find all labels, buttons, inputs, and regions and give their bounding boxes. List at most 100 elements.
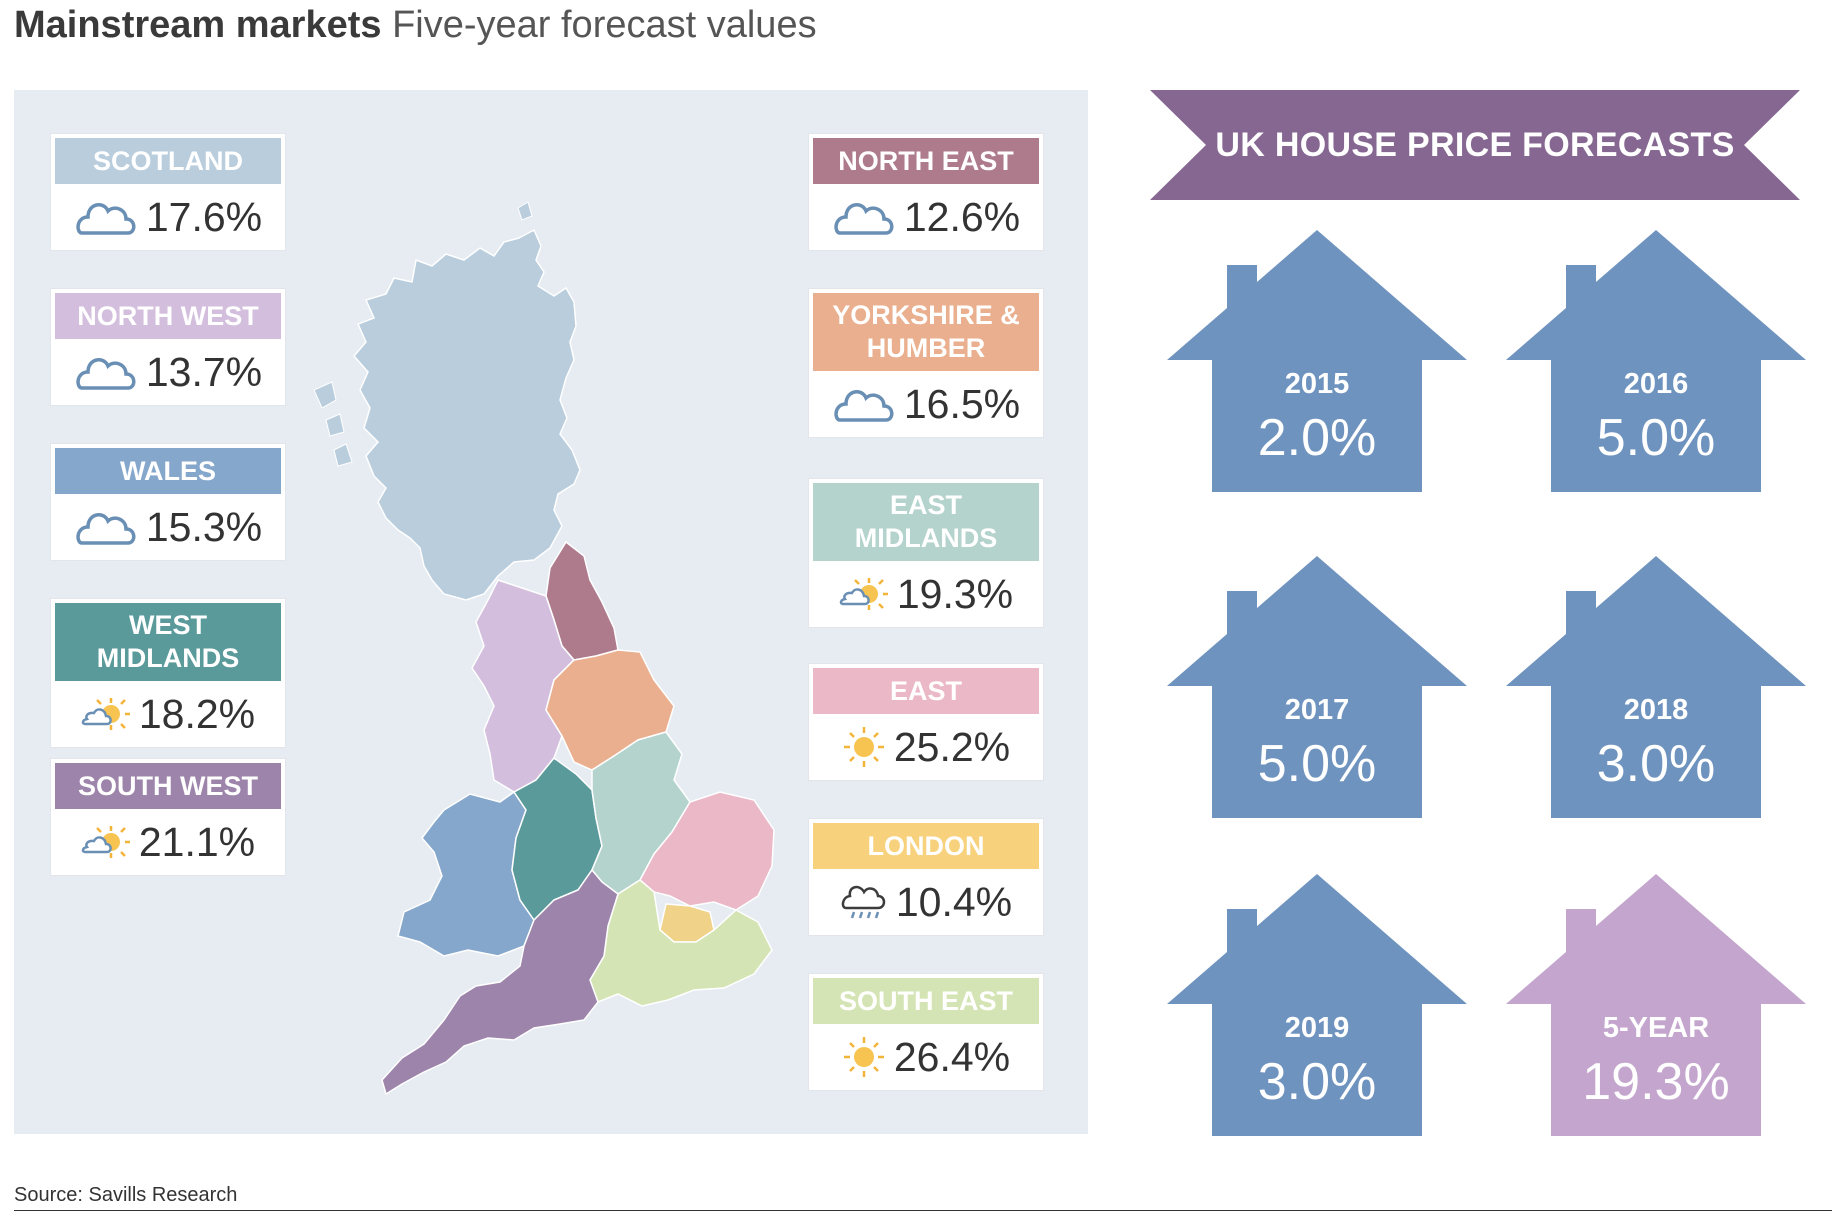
cloud-icon xyxy=(76,203,136,235)
sun-cloud-icon xyxy=(81,698,130,730)
page-title: Mainstream markets Five-year forecast va… xyxy=(14,4,817,47)
region-value: 16.5% xyxy=(903,380,1021,427)
region-name: EAST xyxy=(889,675,962,706)
house-year: 5-YEAR xyxy=(1602,1012,1710,1044)
uk-map xyxy=(313,201,775,1096)
region-value: 17.6% xyxy=(145,193,263,240)
region-value-row: 18.2% xyxy=(51,681,285,747)
bottom-rule xyxy=(14,1210,1832,1211)
region-card-header: EAST MIDLANDS xyxy=(813,483,1039,561)
forecast-house-5-year: 5-YEAR 19.3% xyxy=(1506,874,1806,1136)
sun-icon xyxy=(843,1037,884,1077)
region-card-header: EAST xyxy=(813,668,1039,714)
map-region-south-west xyxy=(381,868,619,1096)
region-value-row: 15.3% xyxy=(51,494,285,560)
region-value: 15.3% xyxy=(145,503,263,550)
forecast-banner xyxy=(1150,90,1800,200)
region-value-row: 10.4% xyxy=(809,869,1043,935)
region-card-wales: WALES 15.3% xyxy=(51,444,285,560)
sun-cloud-icon xyxy=(839,578,888,610)
cloud-icon xyxy=(76,513,136,545)
forecast-house-2017: 2017 5.0% xyxy=(1167,556,1467,818)
house-shape xyxy=(1506,556,1806,818)
house-year: 2018 xyxy=(1623,694,1689,726)
region-name: LONDON xyxy=(867,830,985,861)
region-value-row: 25.2% xyxy=(809,714,1043,780)
region-name: YORKSHIRE & HUMBER xyxy=(832,300,1020,363)
region-name: SCOTLAND xyxy=(93,145,243,176)
region-card-west-midlands: WEST MIDLANDS 18.2% xyxy=(51,599,285,747)
region-name: WEST MIDLANDS xyxy=(96,610,240,673)
region-value: 10.4% xyxy=(895,878,1013,925)
sun-cloud-icon xyxy=(81,826,130,858)
source-note: Source: Savills Research xyxy=(14,1184,238,1206)
region-value: 19.3% xyxy=(896,570,1014,617)
house-value: 3.0% xyxy=(1257,1053,1377,1111)
house-shape xyxy=(1506,874,1806,1136)
house-year: 2019 xyxy=(1284,1012,1350,1044)
map-panel: SCOTLAND 17.6% NORTH WEST 13.7% WALES 15… xyxy=(14,90,1088,1134)
region-name: NORTH EAST xyxy=(838,145,1014,176)
region-value: 18.2% xyxy=(138,690,256,737)
cloud-icon xyxy=(834,390,894,422)
region-card-scotland: SCOTLAND 17.6% xyxy=(51,134,285,250)
cloud-icon xyxy=(834,203,894,235)
house-shape xyxy=(1167,556,1467,818)
region-card-east-midlands: EAST MIDLANDS 19.3% xyxy=(809,479,1043,627)
rain-cloud-icon xyxy=(841,885,886,919)
region-card-header: YORKSHIRE & HUMBER xyxy=(813,293,1039,371)
region-card-north-east: NORTH EAST 12.6% xyxy=(809,134,1043,250)
region-value-row: 16.5% xyxy=(809,371,1043,437)
region-card-header: SOUTH WEST xyxy=(55,763,281,809)
house-value: 5.0% xyxy=(1257,735,1377,793)
house-value: 5.0% xyxy=(1596,409,1716,467)
region-value: 13.7% xyxy=(145,348,263,395)
region-card-london: LONDON 10.4% xyxy=(809,819,1043,935)
region-value-row: 19.3% xyxy=(809,561,1043,627)
region-card-north-west: NORTH WEST 13.7% xyxy=(51,289,285,405)
region-card-south-east: SOUTH EAST 26.4% xyxy=(809,974,1043,1090)
cloud-icon xyxy=(76,358,136,390)
title-subtitle: Five-year forecast values xyxy=(392,4,817,46)
forecast-house-2018: 2018 3.0% xyxy=(1506,556,1806,818)
region-name: NORTH WEST xyxy=(77,300,259,331)
house-year: 2015 xyxy=(1284,368,1350,400)
region-card-header: SCOTLAND xyxy=(55,138,281,184)
sun-icon xyxy=(843,727,884,767)
region-card-header: SOUTH EAST xyxy=(813,978,1039,1024)
forecast-house-2015: 2015 2.0% xyxy=(1167,230,1467,492)
house-shape xyxy=(1167,874,1467,1136)
house-value: 3.0% xyxy=(1596,735,1716,793)
house-shape xyxy=(1167,230,1467,492)
map-region-scotland xyxy=(353,228,581,601)
forecast-banner-title: UK HOUSE PRICE FORECASTS xyxy=(1215,125,1735,164)
region-value: 26.4% xyxy=(893,1033,1011,1080)
region-card-header: LONDON xyxy=(813,823,1039,869)
region-card-header: WALES xyxy=(55,448,281,494)
region-name: WALES xyxy=(119,455,216,486)
house-year: 2017 xyxy=(1284,694,1350,726)
region-card-header: NORTH WEST xyxy=(55,293,281,339)
region-name: EAST MIDLANDS xyxy=(854,490,998,553)
house-value: 2.0% xyxy=(1257,409,1377,467)
region-value: 21.1% xyxy=(138,818,256,865)
region-value: 25.2% xyxy=(893,723,1011,770)
region-card-header: NORTH EAST xyxy=(813,138,1039,184)
region-card-east: EAST 25.2% xyxy=(809,664,1043,780)
title-bold: Mainstream markets xyxy=(14,4,382,46)
house-shape xyxy=(1506,230,1806,492)
forecast-house-2016: 2016 5.0% xyxy=(1506,230,1806,492)
map-region-east xyxy=(639,791,775,911)
region-value-row: 17.6% xyxy=(51,184,285,250)
house-year: 2016 xyxy=(1623,368,1689,400)
region-name: SOUTH EAST xyxy=(838,985,1013,1016)
region-value: 12.6% xyxy=(903,193,1021,240)
forecast-house-2019: 2019 3.0% xyxy=(1167,874,1467,1136)
region-card-yorkshire-humber: YORKSHIRE & HUMBER 16.5% xyxy=(809,289,1043,437)
house-value: 19.3% xyxy=(1582,1053,1730,1111)
region-value-row: 12.6% xyxy=(809,184,1043,250)
region-value-row: 13.7% xyxy=(51,339,285,405)
region-value-row: 21.1% xyxy=(51,809,285,875)
region-value-row: 26.4% xyxy=(809,1024,1043,1090)
region-name: SOUTH WEST xyxy=(78,770,258,801)
